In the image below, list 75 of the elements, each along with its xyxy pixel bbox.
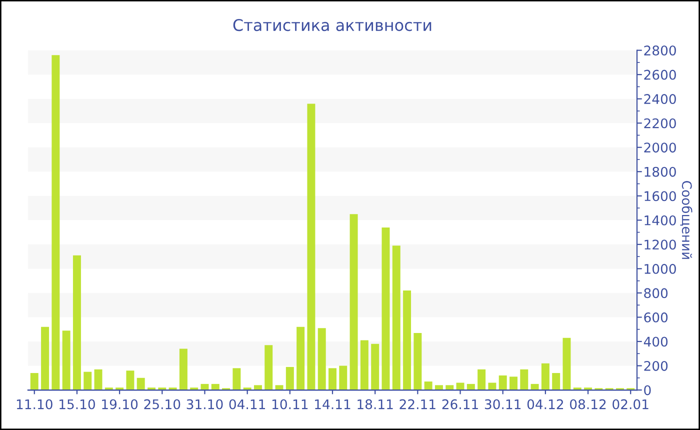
bar xyxy=(446,385,454,390)
bar xyxy=(350,214,358,390)
x-tick-label: 31.10 xyxy=(186,399,223,410)
y2-tick-label: 1000 xyxy=(644,264,676,274)
bar xyxy=(339,366,348,390)
bar xyxy=(94,369,102,390)
y2-tick-label: 2400 xyxy=(644,94,676,104)
x-tick-label: 14.11 xyxy=(315,399,350,410)
bar xyxy=(286,366,294,390)
bar xyxy=(254,385,262,390)
y2-tick-label: 0 xyxy=(644,385,651,396)
x-tick-label: 18.11 xyxy=(358,399,393,410)
bar xyxy=(307,104,316,390)
y2-tick-label: 2000 xyxy=(644,142,676,153)
bar xyxy=(360,340,368,390)
y2-tick-label: 1800 xyxy=(644,166,676,177)
y2-tick-label: 1400 xyxy=(644,215,676,226)
bar xyxy=(30,373,38,390)
bar xyxy=(382,227,390,390)
bar xyxy=(318,328,326,390)
bar xyxy=(456,382,464,390)
bar xyxy=(520,369,528,390)
bar xyxy=(510,376,518,390)
bar xyxy=(498,375,507,390)
bar xyxy=(179,348,188,390)
y2-tick-label: 2800 xyxy=(644,46,676,56)
bar xyxy=(466,384,475,390)
x-tick-label: 25.10 xyxy=(144,399,180,410)
bar xyxy=(478,369,486,390)
bar xyxy=(72,255,81,390)
x-tick-label: 11.10 xyxy=(16,399,52,410)
bar xyxy=(414,332,422,390)
x-tick-label: 08.12 xyxy=(570,399,606,410)
bar xyxy=(488,382,496,390)
bar xyxy=(562,338,571,390)
bar xyxy=(52,55,60,390)
y2-tick-label: 1600 xyxy=(644,191,676,202)
x-tick-label: 10.11 xyxy=(272,399,308,410)
bar xyxy=(392,246,400,390)
x-tick-label: 19.10 xyxy=(102,399,138,410)
x-tick-label: 04.12 xyxy=(527,399,563,410)
y2-tick-label: 800 xyxy=(644,288,668,298)
bar xyxy=(136,378,145,390)
y2-tick-label: 600 xyxy=(644,312,668,322)
x-tick-label: 15.10 xyxy=(60,399,95,410)
bar xyxy=(328,368,336,390)
y2-tick-label: 2600 xyxy=(644,70,676,80)
bar xyxy=(552,373,560,390)
bar xyxy=(403,290,412,390)
x-tick-label: 26.11 xyxy=(442,399,478,410)
y2-tick-label: 400 xyxy=(644,336,668,347)
bar xyxy=(62,330,70,390)
bar xyxy=(84,372,92,390)
bar xyxy=(424,382,432,390)
bar xyxy=(211,384,220,390)
x-tick-label: 30.11 xyxy=(484,399,521,410)
bar xyxy=(275,385,284,390)
chart-title: Статистика активности xyxy=(233,19,432,32)
bar xyxy=(126,370,134,390)
bar xyxy=(530,384,539,390)
x-tick-label: 04.11 xyxy=(229,399,265,410)
bar xyxy=(264,345,273,390)
x-tick-label: 22.11 xyxy=(400,399,436,410)
y2-tick-label: 200 xyxy=(644,360,668,371)
bar xyxy=(434,385,443,390)
bar xyxy=(200,384,209,390)
bar xyxy=(541,363,550,390)
y2-axis-title: Сообщений xyxy=(680,180,692,259)
y2-tick-label: 2200 xyxy=(644,118,676,128)
bar xyxy=(41,326,50,390)
y2-tick-label: 1200 xyxy=(644,240,676,250)
x-tick-label: 02.01 xyxy=(612,399,648,410)
bar xyxy=(232,368,241,390)
bar xyxy=(371,344,380,390)
bar xyxy=(296,326,305,390)
